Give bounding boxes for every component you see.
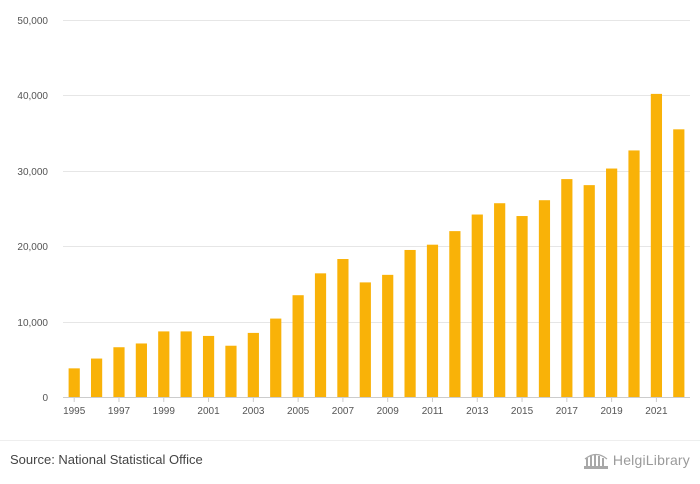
bar-2004[interactable] xyxy=(270,318,282,397)
bar-1995[interactable] xyxy=(68,368,80,397)
bar-2002[interactable] xyxy=(225,345,237,397)
bar-2000[interactable] xyxy=(180,331,192,397)
y-tick-label: 10,000 xyxy=(17,318,48,329)
bar-2016[interactable] xyxy=(538,200,551,397)
x-tick-label: 2015 xyxy=(511,406,534,417)
y-axis: 0 10,000 20,000 30,000 40,000 50,000 xyxy=(17,16,48,404)
x-tick-label: 2007 xyxy=(332,406,355,417)
x-tick-label: 1995 xyxy=(63,406,86,417)
bar-2014[interactable] xyxy=(494,203,506,397)
bar-2003[interactable] xyxy=(247,332,259,397)
x-tick-label: 1997 xyxy=(108,406,131,417)
x-tick-label: 2005 xyxy=(287,406,310,417)
bar-2021[interactable] xyxy=(650,93,663,397)
bar-2019[interactable] xyxy=(606,168,618,397)
bar-2010[interactable] xyxy=(404,249,416,397)
bar-2007[interactable] xyxy=(337,259,349,397)
y-tick-label: 50,000 xyxy=(17,16,48,27)
bar-2020[interactable] xyxy=(628,150,640,397)
bar-2005[interactable] xyxy=(292,295,304,397)
bar-2018[interactable] xyxy=(583,185,595,397)
bar-2013[interactable] xyxy=(471,214,483,397)
y-tick-label: 30,000 xyxy=(17,167,48,178)
bar-2009[interactable] xyxy=(382,274,394,397)
gridlines xyxy=(63,20,690,398)
bar-1997[interactable] xyxy=(113,347,125,397)
x-tick-label: 2017 xyxy=(556,406,579,417)
x-tick-label: 2019 xyxy=(601,406,624,417)
bar-2012[interactable] xyxy=(449,231,461,397)
bar-2011[interactable] xyxy=(426,244,439,397)
bars xyxy=(68,93,685,397)
bar-2017[interactable] xyxy=(561,179,573,397)
chart-footer: Source: National Statistical Office Helg… xyxy=(0,440,700,484)
source-note: Source: National Statistical Office xyxy=(10,452,203,467)
bar-2008[interactable] xyxy=(359,282,371,397)
x-tick-label: 2011 xyxy=(422,406,444,417)
helgilibrary-logo[interactable]: HelgiLibrary xyxy=(583,449,690,471)
bar-2001[interactable] xyxy=(202,335,215,397)
bar-2006[interactable] xyxy=(314,273,327,397)
x-tick-label: 2009 xyxy=(377,406,400,417)
library-building-icon xyxy=(583,453,608,469)
x-axis: 1995 1997 1999 2001 2003 2005 2007 2009 2011 2013… xyxy=(63,397,668,417)
x-tick-label: 2001 xyxy=(197,406,220,417)
bar-1998[interactable] xyxy=(135,343,147,397)
y-tick-label: 40,000 xyxy=(17,91,48,102)
bar-1996[interactable] xyxy=(90,358,103,397)
y-tick-label: 0 xyxy=(42,393,48,404)
bar-2022[interactable] xyxy=(673,129,685,397)
logo-text: HelgiLibrary xyxy=(612,452,690,468)
bar-2015[interactable] xyxy=(516,216,528,397)
bar-chart: 0 10,000 20,000 30,000 40,000 50,000 1995 1997… xyxy=(17,16,690,417)
x-tick-label: 2003 xyxy=(242,406,265,417)
bar-1999[interactable] xyxy=(158,331,170,397)
y-tick-label: 20,000 xyxy=(17,242,48,253)
x-tick-label: 2013 xyxy=(466,406,489,417)
x-tick-label: 1999 xyxy=(153,406,176,417)
x-tick-label: 2021 xyxy=(645,406,668,417)
